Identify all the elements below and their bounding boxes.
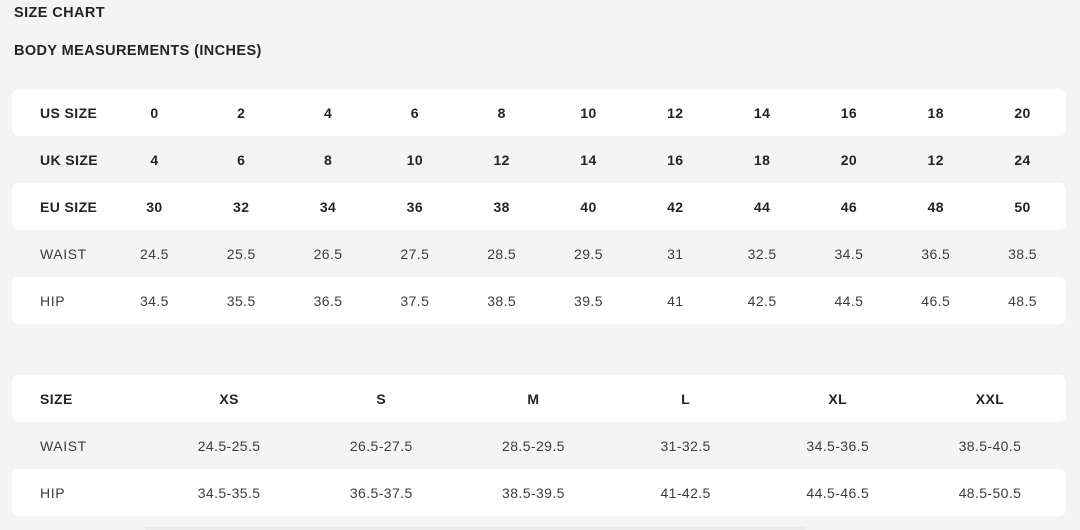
row-label: SIZE xyxy=(40,390,73,407)
table-cell: 38 xyxy=(493,198,510,215)
table-row: SIZE XS S M L XL XXL xyxy=(12,375,1066,422)
table-cell: 36.5 xyxy=(313,292,343,309)
table-cell: 32 xyxy=(233,198,250,215)
table-cell: 18 xyxy=(753,151,771,168)
table-cell: 36.5 xyxy=(921,245,951,262)
table-cell: XL xyxy=(828,390,848,407)
row-label: HIP xyxy=(40,292,66,309)
table-cell: 44 xyxy=(753,198,771,215)
table-cell: 42 xyxy=(667,198,684,215)
table-cell: 24.5 xyxy=(139,245,169,262)
alpha-size-table: SIZE XS S M L XL XXL WAIST 24.5-25.5 26.5-27.5 28.… xyxy=(12,375,1066,516)
table-cell: 44.5-46.5 xyxy=(806,484,870,501)
table-cell: 18 xyxy=(927,104,944,121)
table-cell: M xyxy=(527,390,540,407)
table-cell: 31 xyxy=(667,245,684,262)
table-cell: 14 xyxy=(753,104,771,121)
table-cell: 40 xyxy=(580,198,597,215)
table-cell: 12 xyxy=(927,151,944,168)
table-row: WAIST 24.5 25.5 26.5 27.5 28.5 29.5 31 32.5 34.5 3… xyxy=(12,230,1066,277)
table-cell: 36 xyxy=(406,198,424,215)
table-cell: S xyxy=(376,390,387,407)
table-cell: 24 xyxy=(1014,151,1031,168)
table-cell: 29.5 xyxy=(574,245,603,262)
row-label: US SIZE xyxy=(40,104,98,121)
row-label: WAIST xyxy=(40,245,87,262)
row-label: WAIST xyxy=(40,437,87,454)
table-cell: 48.5-50.5 xyxy=(958,484,1022,501)
table-cell: 34.5 xyxy=(139,292,169,309)
table-cell: 25.5 xyxy=(226,245,256,262)
table-cell: 38.5-40.5 xyxy=(958,437,1022,454)
page-title: SIZE CHART xyxy=(14,5,105,21)
row-label: EU SIZE xyxy=(40,198,98,215)
table-row: UK SIZE 4 6 8 10 12 14 16 18 20 12 24 xyxy=(12,136,1066,183)
table-cell: 6 xyxy=(410,104,419,121)
table-cell: 8 xyxy=(497,104,506,121)
table-cell: 28.5 xyxy=(487,245,517,262)
table-cell: 41-42.5 xyxy=(660,484,711,501)
table-cell: 35.5 xyxy=(226,292,256,309)
table-cell: 44.5 xyxy=(834,292,864,309)
table-cell: 6 xyxy=(237,151,246,168)
table-cell: 42.5 xyxy=(747,292,777,309)
table-cell: 16 xyxy=(667,151,684,168)
table-cell: L xyxy=(681,390,691,407)
table-cell: 38.5 xyxy=(1008,245,1037,262)
table-cell: 34.5-36.5 xyxy=(806,437,870,454)
table-cell: 10 xyxy=(406,151,424,168)
table-cell: XXL xyxy=(975,390,1005,407)
table-cell: 34.5 xyxy=(834,245,864,262)
table-cell: 48 xyxy=(927,198,944,215)
table-cell: 4 xyxy=(150,151,159,168)
table-cell: 38.5 xyxy=(487,292,517,309)
table-cell: 16 xyxy=(840,104,858,121)
section-subtitle: BODY MEASUREMENTS (INCHES) xyxy=(14,43,262,59)
table-cell: 26.5-27.5 xyxy=(349,437,413,454)
table-cell: 31-32.5 xyxy=(660,437,711,454)
row-label: HIP xyxy=(40,484,66,501)
table-cell: 39.5 xyxy=(574,292,603,309)
row-label: UK SIZE xyxy=(40,151,99,168)
table-row: EU SIZE 30 32 34 36 38 40 42 44 46 48 50 xyxy=(12,183,1066,230)
table-row: HIP 34.5-35.5 36.5-37.5 38.5-39.5 41-42.5 44.… xyxy=(12,469,1066,516)
table-cell: 24.5-25.5 xyxy=(197,437,261,454)
table-cell: 41 xyxy=(667,292,684,309)
table-cell: 46 xyxy=(840,198,858,215)
table-cell: 28.5-29.5 xyxy=(502,437,565,454)
table-cell: 14 xyxy=(580,151,597,168)
table-cell: 34.5-35.5 xyxy=(197,484,261,501)
table-cell: 26.5 xyxy=(313,245,343,262)
table-cell: 0 xyxy=(150,104,159,121)
table-cell: 37.5 xyxy=(400,292,430,309)
table-cell: 30 xyxy=(146,198,163,215)
table-cell: 12 xyxy=(667,104,684,121)
table-cell: 4 xyxy=(323,104,333,121)
table-cell: 20 xyxy=(840,151,858,168)
table-cell: 12 xyxy=(493,151,510,168)
table-cell: 34 xyxy=(319,198,337,215)
body-measurements-table: US SIZE 0 2 4 6 8 10 12 14 16 18 20 UK SIZE 4 6 8 10 12 14… xyxy=(12,89,1066,324)
table-cell: 46.5 xyxy=(921,292,951,309)
table-cell: 8 xyxy=(323,151,333,168)
table-cell: 20 xyxy=(1014,104,1031,121)
table-cell: 10 xyxy=(580,104,597,121)
table-cell: 36.5-37.5 xyxy=(349,484,413,501)
table-cell: 32.5 xyxy=(747,245,777,262)
table-cell: 38.5-39.5 xyxy=(502,484,565,501)
table-cell: XS xyxy=(219,390,239,407)
bottom-divider xyxy=(145,527,805,530)
table-cell: 2 xyxy=(237,104,246,121)
table-row: HIP 34.5 35.5 36.5 37.5 38.5 39.5 41 42.5 44.5 46.… xyxy=(12,277,1066,324)
table-row: US SIZE 0 2 4 6 8 10 12 14 16 18 20 xyxy=(12,89,1066,136)
table-cell: 48.5 xyxy=(1008,292,1037,309)
table-row: WAIST 24.5-25.5 26.5-27.5 28.5-29.5 31-32.5 3… xyxy=(12,422,1066,469)
table-cell: 50 xyxy=(1014,198,1031,215)
table-cell: 27.5 xyxy=(400,245,430,262)
